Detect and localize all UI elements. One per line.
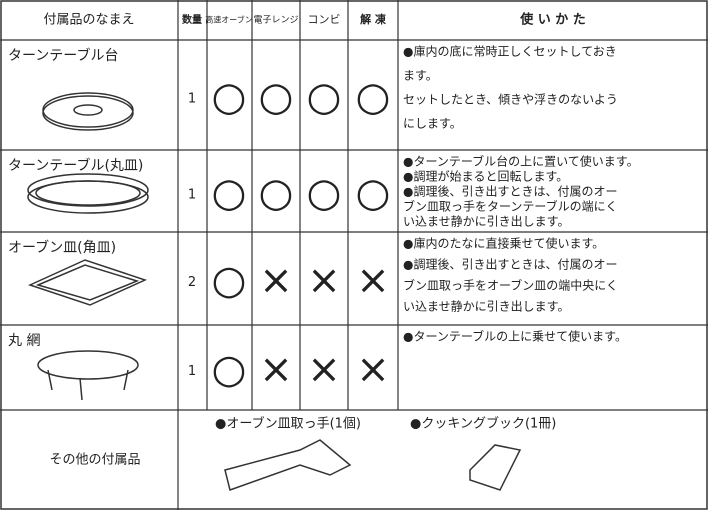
usage-line: ●庫内のたなに直接乗せて使います。 <box>403 236 604 251</box>
mode-mark: × <box>307 258 341 304</box>
usage-line: ブン皿取っ手をオーブン皿の端中央にく <box>403 278 618 293</box>
usage-line: い込ませ静かに引き出します。 <box>403 215 569 229</box>
mode-mark: ○ <box>212 170 247 216</box>
header-name: 付属品のなまえ <box>43 13 134 28</box>
header-quantity: 数量 <box>182 13 202 26</box>
header-mode: 電子レンジ <box>253 15 298 26</box>
quantity: 1 <box>188 364 196 379</box>
row-name: ターンテーブル(丸皿) <box>8 157 143 174</box>
usage-line: ます。 <box>403 69 438 83</box>
mode-mark: ○ <box>259 74 294 120</box>
accessory-icons <box>27 92 522 491</box>
usage-line: ●ターンテーブル台の上に置いて使います。 <box>403 154 639 169</box>
usage-line: い込ませ静かに引き出します。 <box>403 300 569 314</box>
header-mode: 解 凍 <box>360 12 387 26</box>
mode-mark: ○ <box>259 170 294 216</box>
mode-mark: ○ <box>356 170 391 216</box>
mode-mark: × <box>259 258 293 304</box>
mode-mark: × <box>356 258 390 304</box>
usage-line: ●ターンテーブルの上に乗せて使います。 <box>403 329 627 344</box>
header-usage: 使 い か た <box>519 12 586 28</box>
row-name: 丸 網 <box>8 333 40 349</box>
quantity: 1 <box>188 92 196 107</box>
usage-line: ●庫内の底に常時正しくセットしておき <box>403 44 617 59</box>
header-mode: 高速オーブン <box>205 15 253 25</box>
usage-line: ●調理が始まると回転します。 <box>403 169 568 184</box>
row-name: ターンテーブル台 <box>8 47 118 64</box>
header-mode: コンビ <box>308 13 341 26</box>
other-item: ●クッキングブック(1冊) <box>410 416 556 432</box>
usage-line: ●調理後、引き出すときは、付属のオー <box>403 258 617 272</box>
quantity: 1 <box>188 188 196 203</box>
mode-mark: ○ <box>356 74 391 120</box>
row-name: オーブン皿(角皿) <box>8 239 116 256</box>
usage-line: ブン皿取っ手をターンテーブルの端にく <box>403 199 617 214</box>
usage-line: セットしたとき、傾きや浮きのないよう <box>403 93 618 107</box>
usage-line: にします。 <box>403 117 462 131</box>
mode-mark: × <box>307 347 341 393</box>
quantity: 2 <box>188 275 196 290</box>
mode-mark: ○ <box>212 74 247 120</box>
mode-mark: × <box>259 347 293 393</box>
mode-mark: × <box>356 347 390 393</box>
mode-mark: ○ <box>307 74 342 120</box>
other-item: ●オーブン皿取っ手(1個) <box>215 416 361 432</box>
mode-mark: ○ <box>212 258 247 304</box>
mode-mark: ○ <box>212 347 247 393</box>
usage-line: ●調理後、引き出すときは、付属のオー <box>403 185 617 199</box>
other-label: その他の付属品 <box>49 453 140 468</box>
mode-mark: ○ <box>307 170 342 216</box>
